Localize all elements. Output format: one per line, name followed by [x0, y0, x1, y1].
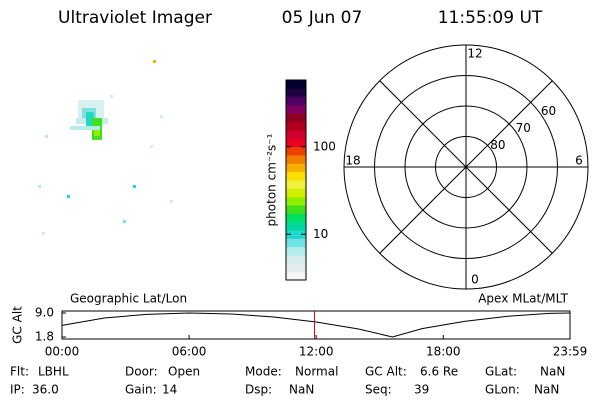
colorbar-band	[286, 196, 306, 206]
colorbar-band	[286, 88, 306, 98]
status-value: NaN	[540, 365, 565, 379]
plot-title-left: Geographic Lat/Lon	[70, 292, 187, 306]
status-label: Seq:	[365, 383, 392, 397]
colorbar-band	[286, 205, 306, 214]
y-tick-label: 9.0	[35, 306, 54, 320]
header-title: Ultraviolet Imager	[58, 8, 212, 28]
mlt-label: 12	[467, 47, 482, 61]
colorbar-band	[286, 221, 306, 231]
colorbar-band	[286, 238, 306, 248]
lat-ring	[404, 105, 528, 229]
colorbar-band	[286, 263, 306, 273]
header-time: 11:55:09 UT	[438, 8, 543, 28]
status-value: NaN	[289, 383, 314, 397]
colorbar-tick-label: 100	[313, 139, 336, 153]
lat-label: 80	[490, 138, 505, 152]
y-tick-label: 1.8	[35, 330, 54, 344]
colorbar-band	[286, 146, 306, 156]
status-value: 6.6 Re	[420, 365, 458, 379]
alt-line	[61, 312, 571, 338]
lat-label: 70	[516, 121, 531, 135]
colorbar-frame	[285, 79, 307, 281]
colorbar-band	[286, 213, 306, 223]
x-tick-label: 12:00	[299, 345, 334, 359]
status-label: IP:	[10, 383, 25, 397]
status-value: Open	[168, 365, 200, 379]
x-tick-label: 06:00	[172, 345, 207, 359]
colorbar-band	[286, 246, 306, 256]
colorbar-band	[286, 80, 306, 89]
status-label: Mode:	[245, 365, 282, 379]
mlt-label: 6	[575, 154, 583, 168]
status-label: GC Alt:	[365, 365, 407, 379]
status-label: Door:	[125, 365, 158, 379]
colorbar-band	[286, 188, 306, 198]
colorbar-band	[286, 155, 306, 164]
status-label: GLon:	[485, 383, 520, 397]
uv-image	[38, 60, 173, 235]
colorbar-band	[286, 230, 306, 239]
status-label: Flt:	[10, 365, 29, 379]
status-value: 39	[414, 383, 429, 397]
status-label: Dsp:	[245, 383, 272, 397]
lat-ring	[435, 136, 497, 198]
colorbar-band	[286, 105, 306, 114]
lat-label: 60	[541, 104, 556, 118]
status-value: LBHL	[38, 365, 69, 379]
lat-ring	[374, 75, 558, 259]
header-date: 05 Jun 07	[282, 8, 363, 28]
plot-title-right: Apex MLat/MLT	[478, 292, 568, 306]
status-value: 14	[162, 383, 177, 397]
x-tick-label: 00:00	[45, 345, 80, 359]
mlt-label: 18	[345, 154, 360, 168]
colorbar-band	[286, 96, 306, 106]
colorbar-band	[286, 171, 306, 181]
status-label: GLat:	[485, 365, 517, 379]
colorbar-tick-label: 10	[313, 227, 328, 241]
colorbar-band	[286, 138, 306, 148]
status-value: Normal	[295, 365, 338, 379]
colorbar-band	[286, 121, 306, 131]
status-label: Gain:	[125, 383, 157, 397]
colorbar-label: photon cm⁻²s⁻¹	[265, 133, 279, 226]
colorbar-band	[286, 113, 306, 123]
x-tick-label: 18:00	[426, 345, 461, 359]
status-value: NaN	[534, 383, 559, 397]
colorbar-band	[286, 163, 306, 173]
y-label: GC Alt	[11, 306, 25, 344]
colorbar-band	[286, 130, 306, 139]
colorbar-band	[286, 255, 306, 264]
mlt-label: 0	[471, 273, 479, 287]
colorbar-band	[286, 271, 306, 281]
x-tick-label: 23:59	[553, 345, 588, 359]
colorbar-band	[286, 180, 306, 189]
status-value: 36.0	[32, 383, 59, 397]
